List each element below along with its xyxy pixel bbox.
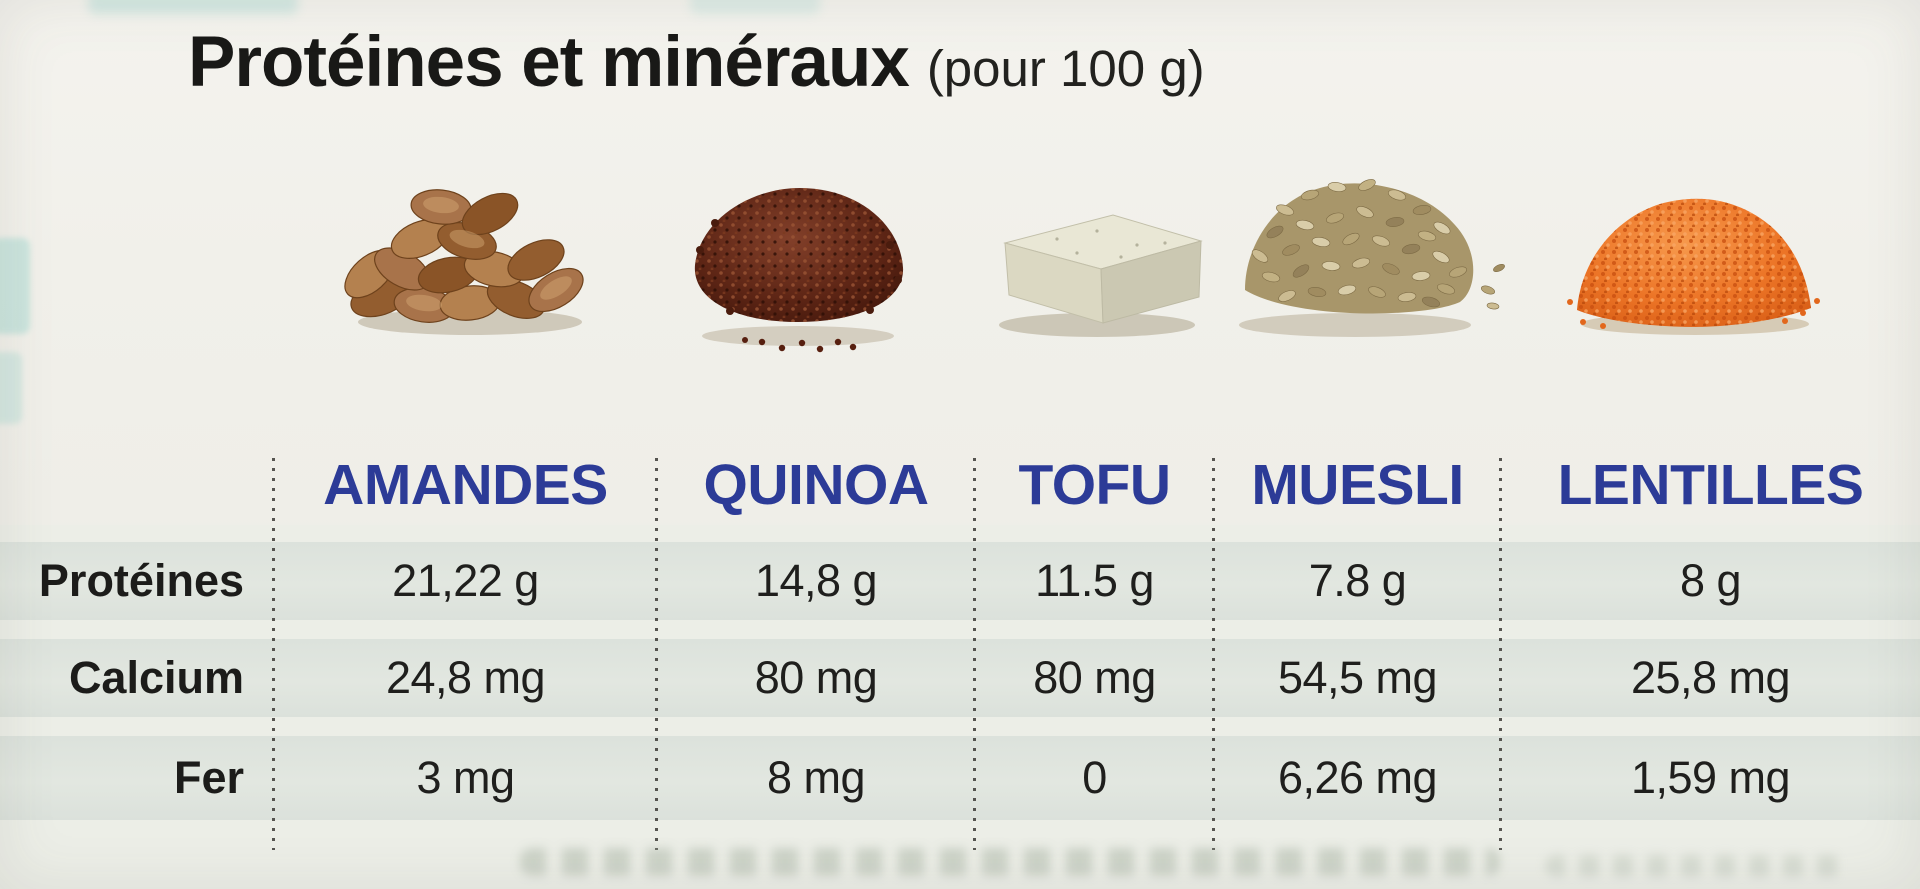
cell-value: 7.8 g xyxy=(1308,555,1407,606)
column-separator xyxy=(655,458,658,850)
scan-bleed-mark xyxy=(88,0,298,14)
cell-value: 11.5 g xyxy=(1035,555,1154,606)
page-title: Protéines et minéraux (pour 100 g) xyxy=(188,22,1205,103)
tofu-photo xyxy=(975,165,1215,345)
row-band-proteines xyxy=(0,542,1920,620)
cell-value: 3 mg xyxy=(416,752,515,803)
lentils-photo xyxy=(1545,150,1845,340)
table-header-row: AMANDES QUINOA TOFU MUESLI LENTILLES xyxy=(0,452,1920,518)
cell-value: 0 xyxy=(1082,752,1107,803)
cell-value: 6,26 mg xyxy=(1277,752,1438,803)
column-separator xyxy=(973,458,976,850)
row-label: Protéines xyxy=(38,555,244,606)
column-separator xyxy=(1212,458,1215,850)
title-main: Protéines et minéraux xyxy=(188,23,910,102)
table-row-calcium: Calcium 24,8 mg 80 mg 80 mg 54,5 mg 25,8… xyxy=(0,639,1920,717)
column-header-quinoa: QUINOA xyxy=(703,453,930,517)
scan-bleed-mark xyxy=(0,238,30,334)
row-band-calcium xyxy=(0,639,1920,717)
cell-value: 1,59 mg xyxy=(1630,752,1791,803)
row-label: Calcium xyxy=(68,652,244,703)
cell-value: 21,22 g xyxy=(392,555,539,606)
column-header-lentilles: LENTILLES xyxy=(1557,453,1864,517)
almonds-photo xyxy=(320,142,620,342)
title-suffix: (pour 100 g) xyxy=(926,40,1205,97)
cell-value: 8 mg xyxy=(766,752,866,803)
cell-value: 80 mg xyxy=(754,652,878,703)
column-header-muesli: MUESLI xyxy=(1251,453,1464,517)
quinoa-photo xyxy=(670,150,930,360)
row-label: Fer xyxy=(173,752,244,803)
table-row-proteines: Protéines 21,22 g 14,8 g 11.5 g 7.8 g 8 … xyxy=(0,542,1920,620)
column-header-amandes: AMANDES xyxy=(323,453,608,517)
muesli-photo xyxy=(1215,140,1515,350)
row-band-fer xyxy=(0,736,1920,820)
table-row-fer: Fer 3 mg 8 mg 0 6,26 mg 1,59 mg xyxy=(0,736,1920,820)
cell-value: 80 mg xyxy=(1033,652,1156,703)
scan-bleed-mark xyxy=(690,0,820,14)
cell-value: 54,5 mg xyxy=(1277,652,1438,703)
cell-value: 25,8 mg xyxy=(1630,652,1791,703)
cell-value: 14,8 g xyxy=(754,555,878,606)
cell-value: 24,8 mg xyxy=(385,652,546,703)
column-header-tofu: TOFU xyxy=(1018,453,1171,517)
scan-bleed-mark xyxy=(0,352,22,424)
column-separator xyxy=(272,458,275,850)
cell-value: 8 g xyxy=(1679,555,1742,606)
column-separator xyxy=(1499,458,1502,850)
